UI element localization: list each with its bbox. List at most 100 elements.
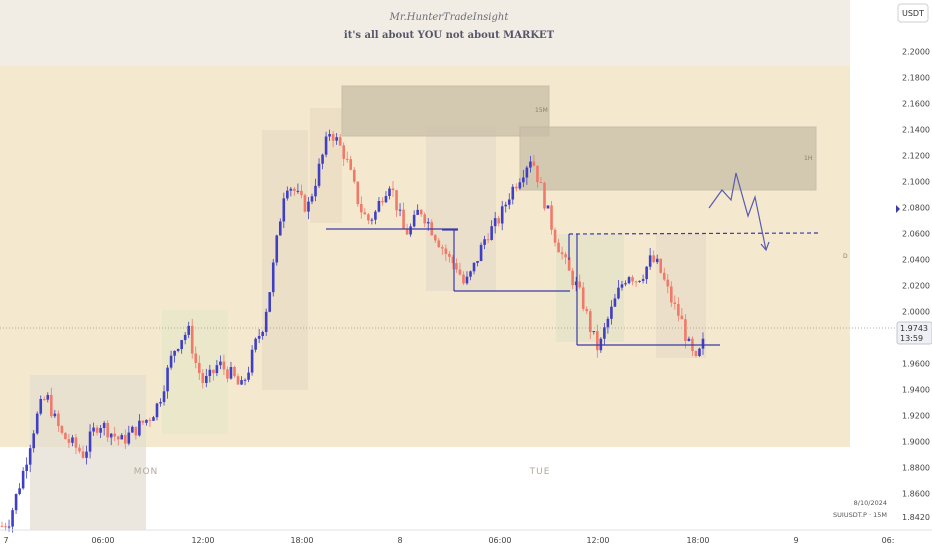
arrow-head-icon [760, 241, 770, 252]
candle [314, 185, 317, 197]
candle [469, 271, 472, 277]
candle [377, 201, 381, 212]
session-box [262, 130, 308, 390]
candle [4, 526, 7, 528]
candle [652, 255, 655, 263]
candle [155, 403, 159, 418]
candle [180, 340, 183, 350]
candle [236, 376, 240, 385]
zone-1h[interactable] [519, 126, 817, 191]
candle [662, 272, 666, 280]
candle [458, 269, 462, 275]
candle [92, 427, 95, 432]
candle [60, 426, 64, 433]
price-axis-label: 2.0000 [902, 308, 930, 317]
candle [183, 334, 187, 341]
session-label-tue: TUE [529, 467, 551, 477]
candle [197, 362, 201, 374]
candle [138, 420, 141, 436]
candle [694, 351, 698, 356]
price-axis-label: 1.9000 [902, 438, 930, 447]
candle [451, 256, 455, 264]
candle [264, 311, 268, 332]
candle [645, 266, 648, 280]
candle [684, 319, 687, 341]
candle [437, 240, 441, 248]
candle [345, 158, 349, 160]
candle [444, 248, 448, 254]
candle [141, 420, 145, 423]
candle [7, 526, 11, 528]
watermark-tagline: it's all about YOU not about MARKET [344, 30, 555, 41]
candle [57, 413, 60, 427]
candle [159, 402, 162, 404]
candle [134, 426, 138, 436]
candle [250, 349, 254, 373]
candle [342, 145, 345, 159]
candle [529, 161, 532, 168]
candle [21, 470, 25, 489]
candle [109, 433, 113, 438]
candle [240, 380, 243, 385]
projection-path [708, 172, 767, 251]
price-axis-label: 2.0200 [902, 282, 930, 291]
candle [641, 279, 645, 281]
zone-1h-label: 1H [804, 155, 812, 162]
candle [669, 286, 673, 303]
candle [226, 369, 229, 379]
candle [123, 435, 127, 444]
candle [222, 361, 226, 370]
candle [11, 510, 14, 527]
session-box [656, 234, 706, 358]
time-axis[interactable]: 7 06:00 12:00 18:00 8 06:00 12:00 18:00 9 06: [3, 536, 894, 545]
candle [701, 338, 705, 349]
session-label-mon: MON [134, 467, 159, 477]
candle [581, 287, 585, 309]
zone-15m-label: 15M [535, 107, 548, 114]
current-price-label: 1.9743 [900, 324, 928, 333]
projection-arrow[interactable] [708, 172, 770, 252]
candle [271, 262, 275, 293]
candle [324, 136, 328, 155]
candle [166, 367, 169, 392]
candle [190, 325, 194, 354]
axis-marker-icon [896, 205, 900, 213]
candle [483, 239, 486, 245]
currency-badge[interactable] [897, 3, 929, 23]
candle [219, 361, 222, 366]
candle [233, 367, 236, 377]
session-boxes [30, 108, 706, 530]
price-axis-label: 1.9600 [902, 360, 930, 369]
candle [205, 376, 208, 383]
candle [39, 398, 43, 414]
candle [229, 367, 233, 379]
time-axis-label: 06: [882, 536, 895, 545]
candle [102, 422, 106, 429]
candle [539, 182, 543, 184]
candle [187, 325, 190, 335]
zone-15m[interactable] [341, 85, 550, 137]
candle [423, 214, 427, 224]
candle [131, 426, 134, 433]
candle [659, 258, 663, 273]
candle [74, 437, 78, 448]
candle [303, 195, 307, 212]
candle [113, 433, 117, 437]
candle [567, 257, 571, 271]
time-axis-label: 18:00 [686, 536, 709, 545]
candle [169, 355, 173, 368]
session-box [426, 126, 496, 291]
candle [293, 188, 296, 191]
price-axis-label: 2.1800 [902, 74, 930, 83]
candle [405, 228, 409, 235]
candle [546, 205, 550, 209]
candle [88, 431, 92, 452]
candle [85, 451, 88, 458]
candle [553, 229, 557, 243]
right-marker-label: D [843, 253, 848, 260]
candle [278, 221, 282, 236]
time-axis-label: 12:00 [586, 536, 609, 545]
candle [525, 167, 529, 178]
candle [388, 188, 391, 197]
